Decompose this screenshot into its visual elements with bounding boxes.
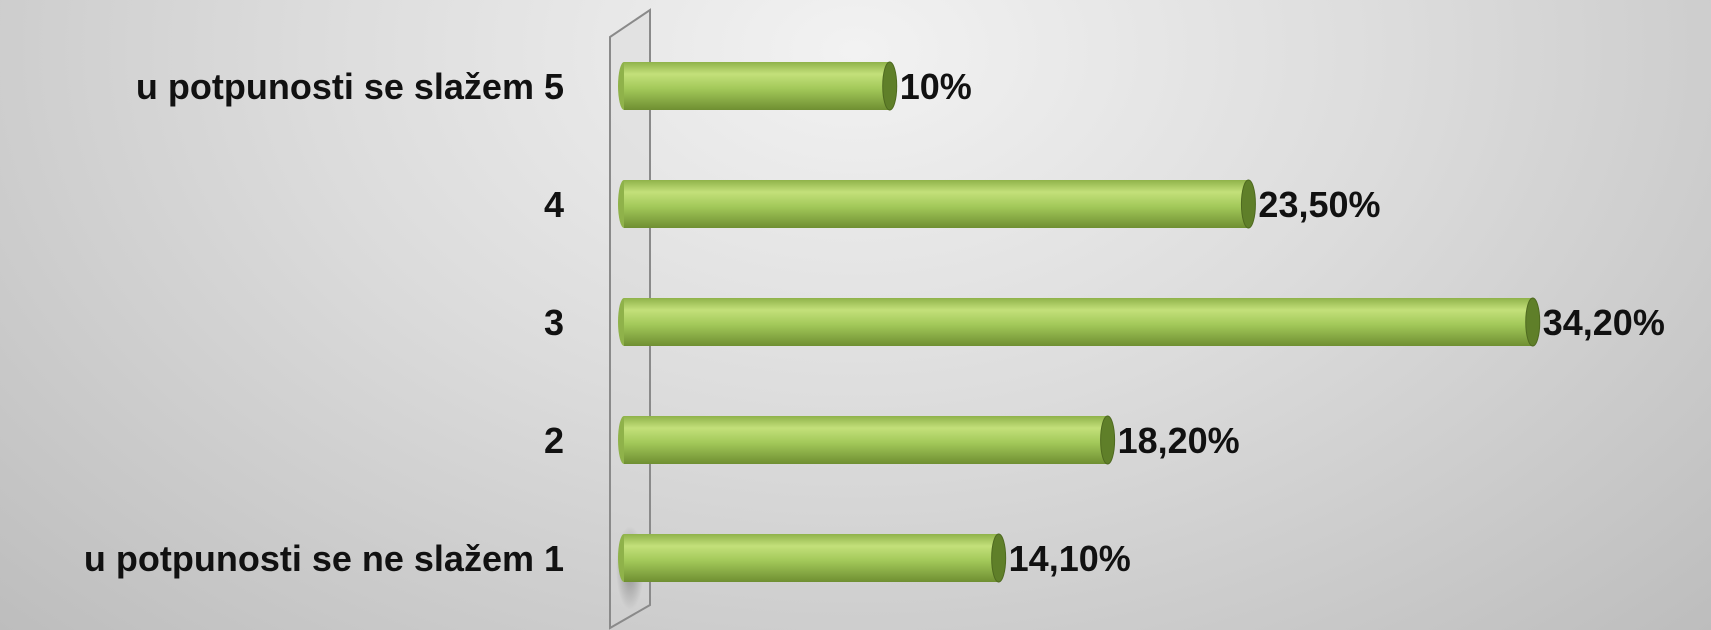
category-label: 3 <box>544 302 564 343</box>
bar <box>618 61 898 111</box>
category-labels: u potpunosti se slažem 5 4 3 2 u potpunosti … <box>84 66 564 579</box>
value-label: 14,10% <box>1009 538 1131 579</box>
category-label: u potpunosti se slažem 5 <box>136 66 564 107</box>
bar-body <box>624 416 1108 464</box>
category-label: 4 <box>544 184 564 225</box>
bar <box>618 297 1541 347</box>
value-label: 23,50% <box>1258 184 1380 225</box>
bar-body <box>624 534 999 582</box>
bar-right-cap <box>1525 297 1541 347</box>
bar <box>618 533 1007 583</box>
bar-right-cap <box>882 61 898 111</box>
value-label: 18,20% <box>1118 420 1240 461</box>
bars <box>618 61 1541 583</box>
bar-right-cap <box>1100 415 1116 465</box>
value-label: 34,20% <box>1543 302 1665 343</box>
bar-body <box>624 62 890 110</box>
bar-body <box>624 298 1533 346</box>
bar <box>618 179 1256 229</box>
bar <box>618 415 1116 465</box>
value-label: 10% <box>900 66 972 107</box>
category-label: u potpunosti se ne slažem 1 <box>84 538 564 579</box>
category-label: 2 <box>544 420 564 461</box>
bar-body <box>624 180 1249 228</box>
value-labels: 10% 23,50% 34,20% 18,20% 14,10% <box>900 66 1665 579</box>
bar-right-cap <box>1240 179 1256 229</box>
bar-right-cap <box>991 533 1007 583</box>
